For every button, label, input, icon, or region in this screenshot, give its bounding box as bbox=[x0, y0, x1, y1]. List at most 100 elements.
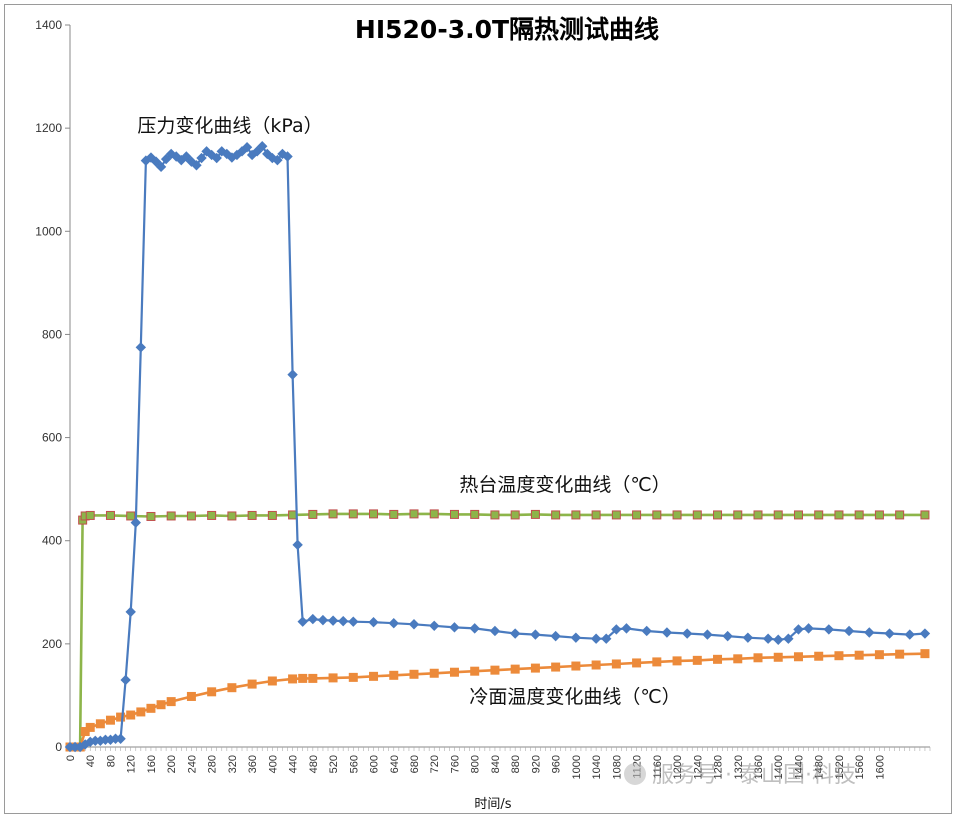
y-tick-label: 1400 bbox=[35, 18, 62, 32]
data-point bbox=[681, 628, 693, 639]
data-point bbox=[570, 632, 582, 643]
data-point bbox=[895, 510, 905, 520]
x-tick-label: 360 bbox=[247, 755, 259, 773]
x-tick-label: 840 bbox=[490, 755, 502, 773]
x-tick-label: 1080 bbox=[611, 755, 623, 779]
data-point bbox=[661, 627, 673, 638]
data-point bbox=[920, 510, 930, 520]
data-point bbox=[166, 697, 176, 707]
data-point bbox=[207, 510, 217, 520]
data-point bbox=[621, 623, 632, 634]
x-tick-label: 960 bbox=[551, 755, 563, 773]
x-tick-label: 1320 bbox=[733, 755, 745, 779]
x-tick-label: 40 bbox=[85, 755, 97, 767]
data-point bbox=[196, 152, 207, 164]
series-layer bbox=[64, 140, 931, 753]
data-point bbox=[135, 342, 147, 353]
data-point bbox=[733, 510, 743, 520]
data-point bbox=[85, 722, 95, 732]
x-axis: 0 40 80 120 160 200 240 280 320 360 400 440 480 520 56… bbox=[65, 746, 931, 779]
data-point bbox=[409, 669, 419, 679]
data-point bbox=[288, 510, 298, 520]
data-point bbox=[251, 146, 263, 157]
x-tick-label: 1000 bbox=[571, 755, 583, 779]
y-tick-label: 800 bbox=[42, 327, 62, 341]
series-0 bbox=[64, 140, 931, 753]
data-point bbox=[120, 674, 131, 686]
data-point bbox=[288, 674, 298, 684]
x-tick-label: 880 bbox=[510, 755, 522, 773]
data-point bbox=[550, 630, 561, 642]
x-tick-label: 160 bbox=[146, 755, 158, 773]
data-point bbox=[632, 658, 642, 668]
x-tick-label: 600 bbox=[369, 755, 381, 773]
x-tick-label: 640 bbox=[389, 755, 401, 773]
data-point bbox=[489, 625, 501, 637]
data-point bbox=[843, 625, 855, 637]
data-point bbox=[85, 510, 95, 520]
data-point bbox=[166, 511, 176, 521]
x-tick-label: 680 bbox=[409, 755, 421, 773]
data-point bbox=[672, 656, 682, 666]
data-point bbox=[733, 654, 743, 664]
data-point bbox=[297, 616, 308, 627]
data-point bbox=[146, 703, 156, 713]
x-tick-label: 1440 bbox=[793, 755, 805, 779]
x-tick-label: 920 bbox=[530, 755, 542, 773]
data-point bbox=[551, 510, 561, 520]
data-point bbox=[773, 510, 783, 520]
data-point bbox=[308, 509, 318, 519]
data-point bbox=[611, 624, 622, 635]
data-point bbox=[713, 510, 723, 520]
data-point bbox=[126, 710, 136, 720]
x-tick-label: 400 bbox=[267, 755, 279, 773]
data-point bbox=[241, 142, 253, 153]
data-point bbox=[509, 628, 521, 639]
data-point bbox=[692, 510, 702, 520]
data-point bbox=[282, 151, 293, 162]
data-point bbox=[328, 673, 338, 683]
data-point bbox=[823, 624, 835, 635]
data-point bbox=[470, 666, 480, 676]
data-point bbox=[590, 633, 602, 644]
data-point bbox=[591, 510, 601, 520]
data-point bbox=[449, 667, 459, 677]
data-point bbox=[408, 619, 420, 630]
data-point bbox=[160, 153, 172, 165]
data-point bbox=[348, 509, 358, 519]
data-point bbox=[207, 687, 217, 697]
data-point bbox=[337, 615, 349, 627]
x-tick-label: 480 bbox=[308, 755, 320, 773]
data-point bbox=[317, 614, 329, 626]
data-point bbox=[904, 629, 915, 640]
data-point bbox=[298, 673, 308, 683]
x-tick-label: 720 bbox=[429, 755, 441, 773]
data-point bbox=[753, 510, 763, 520]
data-point bbox=[864, 627, 875, 638]
x-tick-label: 520 bbox=[328, 755, 340, 773]
data-point bbox=[722, 630, 733, 642]
data-point bbox=[652, 657, 662, 667]
y-tick-label: 1200 bbox=[35, 121, 62, 135]
data-point bbox=[834, 510, 844, 520]
data-point bbox=[429, 620, 440, 632]
x-tick-label: 240 bbox=[186, 755, 198, 773]
data-point bbox=[834, 651, 844, 661]
x-tick-label: 1280 bbox=[713, 755, 725, 779]
y-tick-label: 600 bbox=[42, 431, 62, 445]
data-point bbox=[753, 653, 763, 663]
watermark: 服务号 · 泰山国·科技 bbox=[624, 763, 856, 788]
chart-title: HI520-3.0T隔热测试曲线 bbox=[355, 15, 659, 44]
series-1 bbox=[65, 509, 930, 752]
data-point bbox=[571, 661, 581, 671]
wechat-icon bbox=[624, 763, 646, 785]
y-tick-label: 400 bbox=[42, 534, 62, 548]
x-tick-label: 1200 bbox=[672, 755, 684, 779]
y-tick-label: 1000 bbox=[35, 224, 62, 238]
data-point bbox=[125, 606, 136, 618]
data-point bbox=[470, 509, 480, 519]
data-point bbox=[713, 654, 723, 664]
data-point bbox=[115, 733, 126, 744]
data-point bbox=[146, 511, 156, 521]
data-point bbox=[186, 511, 196, 521]
